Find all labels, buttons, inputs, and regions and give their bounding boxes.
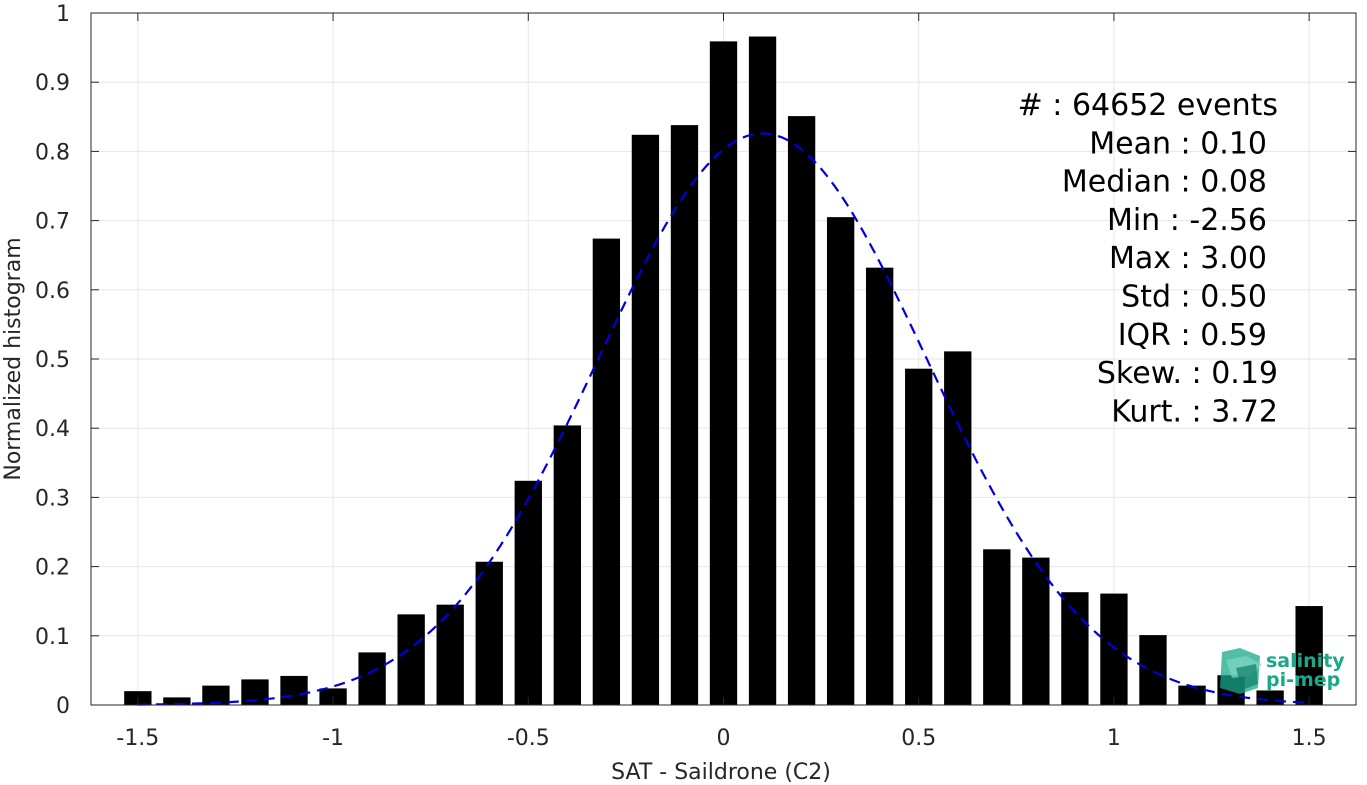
x-tick-label: 0.5 [901, 726, 936, 751]
histogram-bar [436, 604, 464, 705]
histogram-bar [319, 688, 347, 705]
histogram-bar [709, 41, 738, 705]
y-tick-label: 0.1 [35, 625, 70, 650]
histogram-bar [553, 425, 581, 705]
x-tick-label: 0 [717, 726, 731, 751]
histogram-bar [748, 36, 777, 705]
histogram-bar [670, 125, 699, 705]
histogram-bar [1178, 685, 1206, 705]
y-tick-label: 0.4 [35, 417, 70, 442]
histogram-bar [983, 549, 1011, 705]
stat-line: IQR : 0.59 [1118, 318, 1267, 353]
histogram-bar [1061, 592, 1089, 705]
histogram-bar [1100, 593, 1128, 705]
y-tick-label: 1 [56, 2, 70, 27]
histogram-bar [1295, 606, 1323, 705]
y-tick-label: 0.7 [35, 210, 70, 235]
stat-line: Skew. : 0.19 [1097, 356, 1278, 391]
stat-line: Mean : 0.10 [1089, 126, 1267, 161]
histogram-bar [866, 267, 894, 705]
y-tick-label: 0.3 [35, 486, 70, 511]
histogram-bar [475, 561, 503, 705]
histogram-bar [280, 675, 308, 705]
logo-emblem [1220, 648, 1262, 694]
x-axis-ticks: -1.5 -1 -0.5 0 0.5 1 1.5 [116, 13, 1327, 751]
y-axis-ticks: 0 0.1 0.2 0.3 0.4 0.5 0.6 0.7 0.8 0.9 1 [35, 2, 1356, 719]
histogram-bar [1022, 557, 1050, 705]
histogram-bar [202, 685, 230, 705]
histogram-bar [787, 116, 816, 705]
stat-line: # : 64652 events [1018, 88, 1278, 123]
x-tick-label: 1 [1107, 726, 1121, 751]
stat-line: Std : 0.50 [1121, 280, 1267, 315]
histogram-bar [826, 217, 855, 705]
x-tick-label: -0.5 [507, 726, 550, 751]
y-tick-label: 0.5 [35, 348, 70, 373]
x-axis-title: SAT - Saildrone (C2) [611, 760, 831, 785]
logo-text-line2: pi-mep [1266, 669, 1340, 691]
histogram-bar [514, 480, 542, 705]
stat-line: Kurt. : 3.72 [1111, 394, 1278, 429]
histogram-bars [124, 36, 1323, 706]
histogram-bar [358, 652, 386, 705]
y-tick-label: 0.6 [35, 279, 70, 304]
salinity-pi-mep-logo: salinity pi-mep [1220, 648, 1345, 694]
histogram-bar [592, 238, 621, 706]
logo-text-line1: salinity [1266, 650, 1345, 672]
histogram-bar [905, 368, 933, 705]
y-axis-title: Normalized histogram [1, 237, 26, 480]
histogram-bar [1139, 635, 1167, 705]
gaussian-fit-curve [137, 132, 1310, 706]
y-tick-label: 0 [56, 694, 70, 719]
x-tick-label: -1.5 [116, 726, 159, 751]
stat-line: Max : 3.00 [1109, 241, 1267, 276]
y-tick-label: 0.9 [35, 71, 70, 96]
y-tick-label: 0.2 [35, 556, 70, 581]
stat-line: Min : -2.56 [1107, 203, 1267, 238]
histogram-bar [397, 614, 425, 705]
y-tick-label: 0.8 [35, 140, 70, 165]
stat-line: Median : 0.08 [1062, 165, 1267, 200]
x-tick-label: -1 [322, 726, 344, 751]
histogram-bar [944, 351, 972, 705]
x-tick-label: 1.5 [1292, 726, 1327, 751]
histogram-bar [631, 134, 660, 706]
histogram-bar [1256, 690, 1284, 705]
histogram-bar [163, 697, 191, 705]
